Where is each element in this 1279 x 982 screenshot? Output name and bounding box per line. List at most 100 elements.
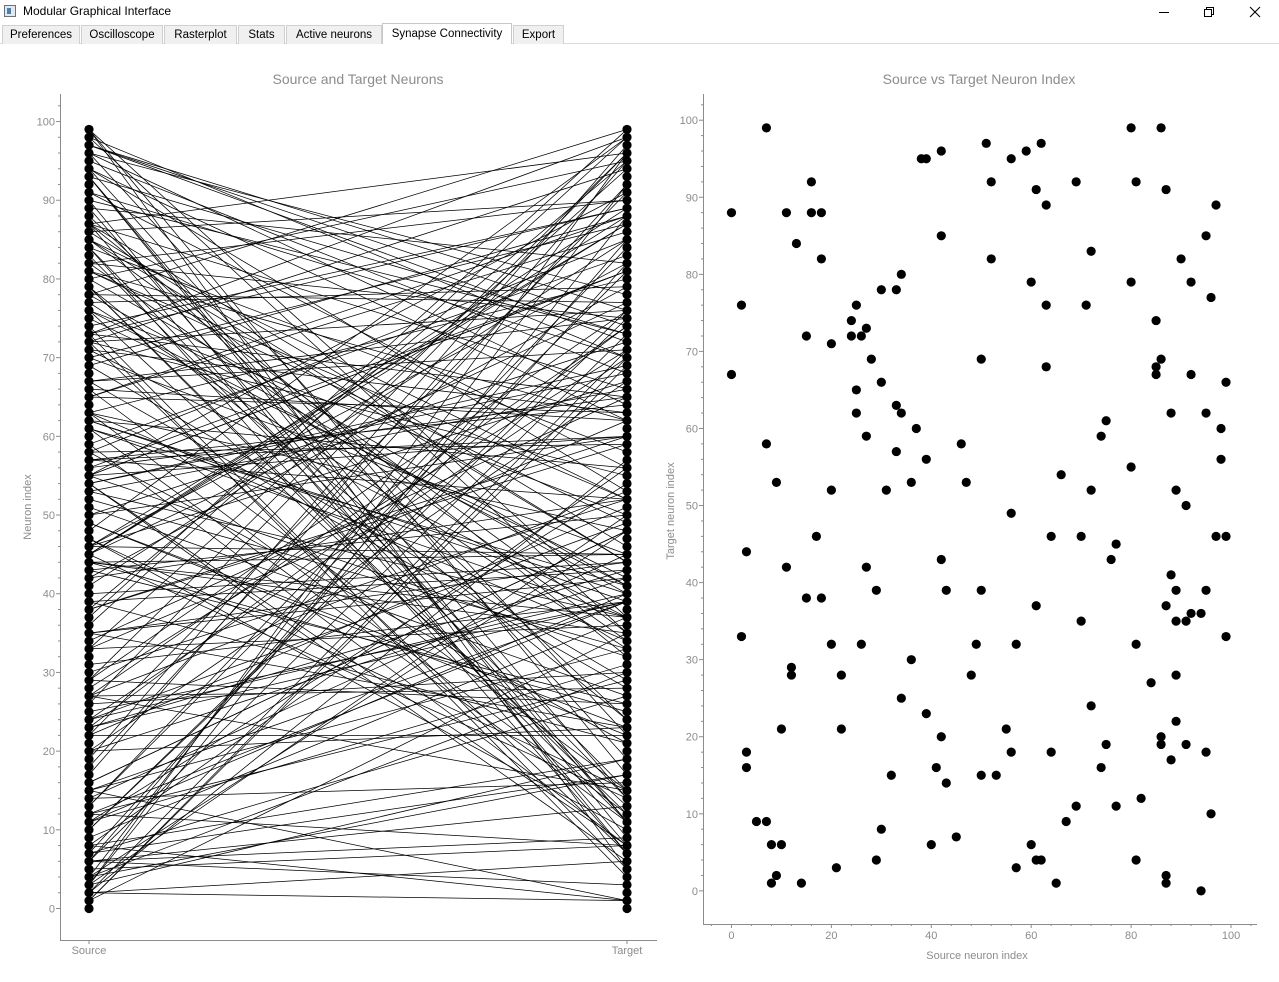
chart2-y-tick-label: 90	[686, 192, 698, 204]
connection-line	[88, 247, 628, 807]
minimize-button[interactable]	[1141, 0, 1187, 23]
tab-rasterplot[interactable]: Rasterplot	[164, 25, 237, 44]
connection-line	[88, 152, 628, 225]
scatter-point	[1051, 878, 1061, 888]
tab-synapse-connectivity[interactable]: Synapse Connectivity	[382, 23, 512, 44]
connection-line	[88, 310, 628, 681]
target-neuron-dot	[622, 896, 632, 906]
scatter-point	[976, 354, 986, 364]
tab-export[interactable]: Export	[513, 25, 564, 44]
scatter-point	[796, 878, 807, 888]
connection-line	[88, 357, 628, 901]
close-button[interactable]	[1232, 0, 1278, 23]
target-neuron-dot	[622, 683, 632, 693]
source-neuron-dot	[84, 825, 94, 835]
source-neuron-dot	[84, 573, 94, 583]
target-neuron-dot	[622, 573, 632, 583]
target-neuron-dot	[622, 510, 632, 520]
scatter-point	[1186, 369, 1196, 380]
target-neuron-dot	[622, 250, 632, 260]
scatter-point	[771, 477, 782, 488]
target-neuron-dot	[622, 833, 632, 843]
scatter-point	[1171, 616, 1181, 626]
scatter-point	[1126, 462, 1136, 472]
source-neuron-dot	[84, 762, 94, 772]
scatter-point	[781, 562, 792, 572]
connection-line	[88, 325, 628, 697]
connection-line	[88, 616, 628, 839]
chart2-y-tick-label: 10	[686, 809, 698, 821]
scatter-point	[736, 300, 747, 310]
target-neuron-dot	[622, 305, 632, 316]
scatter-point	[936, 732, 946, 742]
connection-line	[88, 365, 628, 484]
scatter-point	[791, 238, 802, 249]
tab-stats[interactable]: Stats	[238, 25, 285, 44]
restore-icon	[1204, 6, 1214, 17]
chart2-xlabel: Source neuron index	[926, 950, 1028, 962]
tab-preferences[interactable]: Preferences	[2, 25, 80, 44]
connection-line	[88, 805, 628, 862]
chart1-y-tick-label: 40	[43, 589, 55, 601]
source-neuron-dot	[84, 715, 94, 725]
connection-line	[88, 695, 628, 791]
scatter-point	[1006, 508, 1016, 518]
scatter-point	[1171, 585, 1181, 595]
scatter-point	[986, 177, 996, 187]
scatter-point	[851, 408, 861, 418]
target-neuron-dot	[622, 848, 632, 859]
chart2-y-tick-label: 70	[686, 346, 698, 358]
target-neuron-dot	[622, 840, 632, 851]
scatter-point	[976, 770, 986, 780]
connection-line	[88, 310, 628, 831]
source-neuron-dot	[84, 785, 94, 796]
scatter-point	[806, 208, 817, 218]
tab-oscilloscope[interactable]: Oscilloscope	[81, 25, 163, 44]
scatter-point	[1086, 701, 1096, 711]
target-neuron-dot	[622, 707, 632, 717]
target-neuron-dot	[622, 518, 632, 528]
scatter-point	[1076, 616, 1086, 626]
scatter-point	[1201, 408, 1211, 418]
target-neuron-dot	[622, 345, 632, 355]
target-neuron-dot	[622, 463, 632, 473]
target-neuron-dot	[622, 258, 632, 268]
target-neuron-dot	[622, 455, 632, 465]
connection-line	[88, 506, 628, 736]
connection-line	[88, 514, 628, 886]
scatter-point	[951, 832, 961, 842]
scatter-point	[846, 331, 856, 341]
target-neuron-dot	[622, 762, 632, 772]
tab-active-neurons[interactable]: Active neurons	[286, 25, 382, 44]
connection-line	[88, 270, 628, 469]
scatter-point	[851, 385, 861, 395]
target-neuron-dot	[622, 219, 632, 229]
scatter-point	[786, 662, 797, 672]
chart2-y-tick-label: 100	[680, 115, 698, 127]
target-neuron-dot	[622, 297, 632, 308]
connection-line	[88, 137, 628, 626]
scatter-point	[1011, 863, 1021, 873]
source-neuron-dot	[84, 408, 94, 418]
source-neuron-dot	[84, 132, 94, 142]
chart1-y-tick-label: 90	[43, 195, 55, 207]
restore-button[interactable]	[1186, 0, 1232, 23]
scatter-point	[956, 439, 966, 449]
target-neuron-dot	[622, 793, 632, 803]
chart1-title: Source and Target Neurons	[273, 71, 444, 87]
source-neuron-dot	[84, 478, 94, 489]
connection-line	[88, 506, 628, 697]
source-neuron-dot	[84, 219, 94, 229]
source-neuron-dot	[84, 612, 94, 622]
chart2-y-tick-label: 60	[686, 423, 698, 435]
source-neuron-dot	[84, 258, 94, 268]
source-neuron-dot	[84, 770, 94, 780]
target-neuron-dot	[622, 659, 632, 670]
connection-line	[88, 758, 628, 886]
source-neuron-dot	[84, 423, 94, 434]
connection-line	[88, 152, 628, 736]
target-neuron-dot	[622, 329, 632, 339]
source-target-chart: Source and Target Neurons Neuron index 0…	[22, 71, 657, 957]
scatter-point	[811, 531, 821, 541]
scatter-point	[741, 747, 752, 757]
